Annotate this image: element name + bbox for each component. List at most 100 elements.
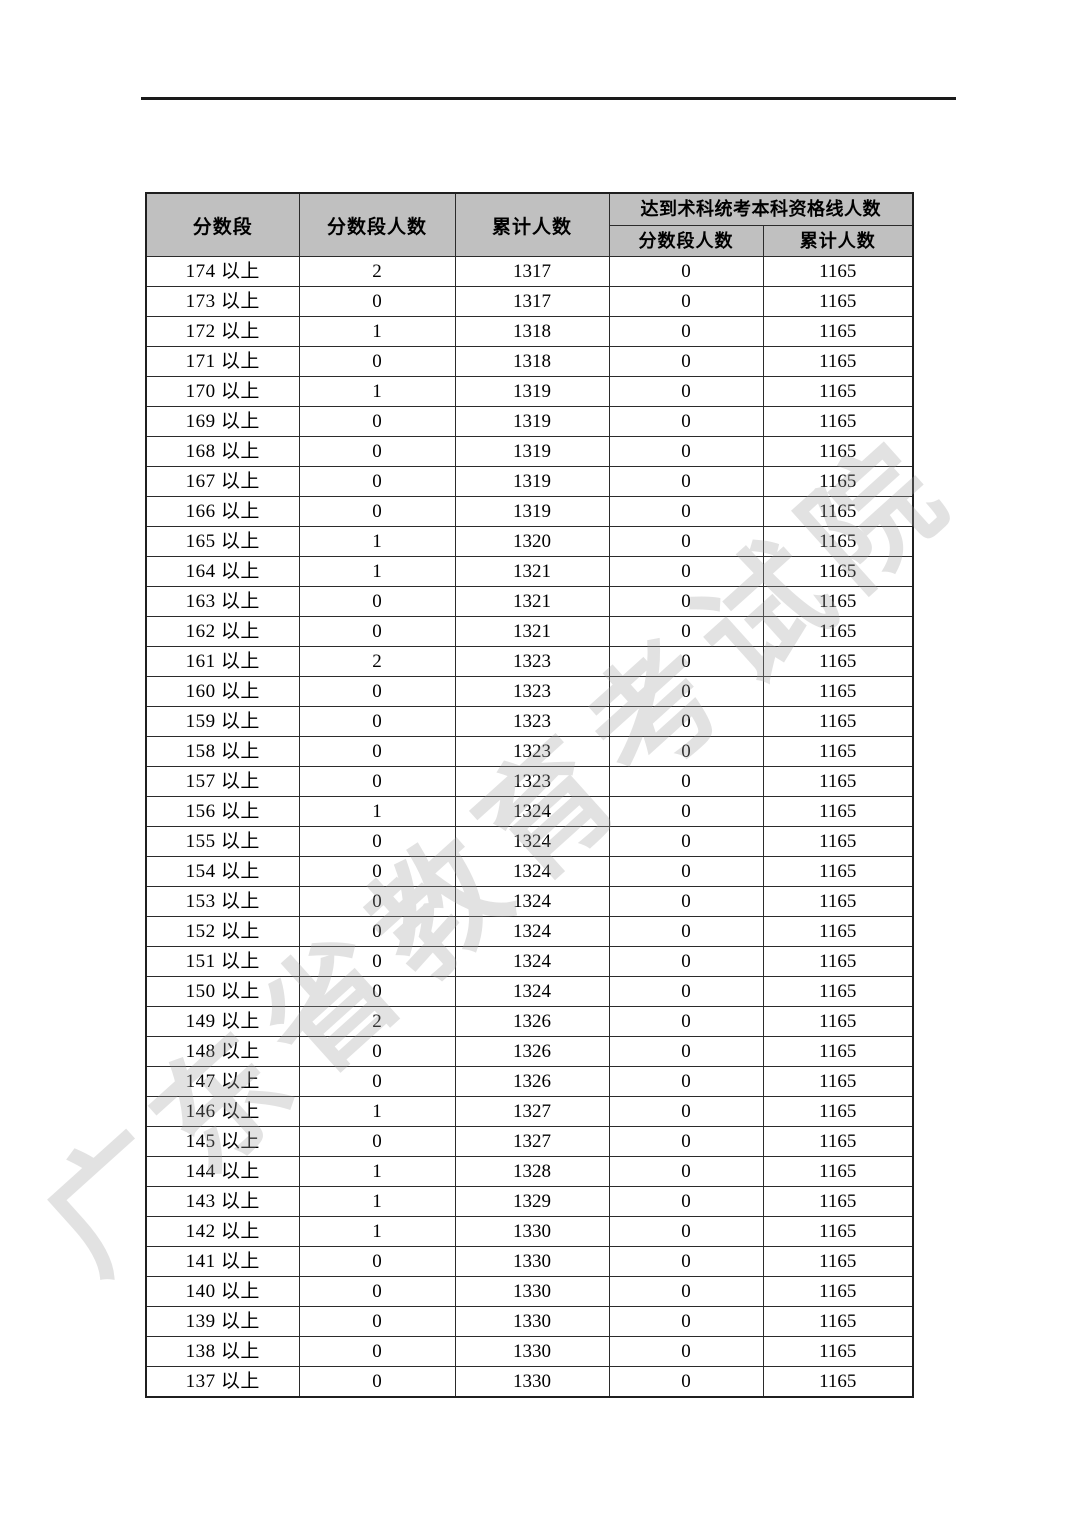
column-header-qualified-band-count: 分数段人数: [608, 225, 764, 257]
table-row: 143 以上 1 1329 0 1165: [145, 1186, 914, 1217]
cell-cumulative: 1330: [454, 1216, 610, 1247]
cell-cumulative: 1330: [454, 1276, 610, 1307]
cell-band-count: 0: [298, 676, 456, 707]
table-row: 144 以上 1 1328 0 1165: [145, 1156, 914, 1187]
cell-qualified-band-count: 0: [608, 406, 764, 437]
cell-cumulative: 1326: [454, 1036, 610, 1067]
cell-cumulative: 1318: [454, 346, 610, 377]
table-row: 156 以上 1 1324 0 1165: [145, 796, 914, 827]
table-row: 166 以上 0 1319 0 1165: [145, 496, 914, 527]
cell-band: 164 以上: [145, 556, 300, 587]
cell-band: 141 以上: [145, 1246, 300, 1277]
table-row: 142 以上 1 1330 0 1165: [145, 1216, 914, 1247]
table-row: 165 以上 1 1320 0 1165: [145, 526, 914, 557]
cell-qualified-band-count: 0: [608, 586, 764, 617]
cell-cumulative: 1330: [454, 1336, 610, 1367]
table-row: 162 以上 0 1321 0 1165: [145, 616, 914, 647]
cell-cumulative: 1319: [454, 376, 610, 407]
cell-qualified-cumulative: 1165: [762, 1336, 914, 1367]
table-row: 171 以上 0 1318 0 1165: [145, 346, 914, 377]
cell-qualified-cumulative: 1165: [762, 856, 914, 887]
cell-cumulative: 1327: [454, 1126, 610, 1157]
cell-band-count: 0: [298, 886, 456, 917]
cell-band-count: 1: [298, 376, 456, 407]
cell-cumulative: 1317: [454, 256, 610, 287]
cell-band-count: 0: [298, 616, 456, 647]
cell-band: 137 以上: [145, 1366, 300, 1398]
table-row: 150 以上 0 1324 0 1165: [145, 976, 914, 1007]
cell-band: 170 以上: [145, 376, 300, 407]
table-row: 145 以上 0 1327 0 1165: [145, 1126, 914, 1157]
table-row: 169 以上 0 1319 0 1165: [145, 406, 914, 437]
cell-qualified-cumulative: 1165: [762, 466, 914, 497]
cell-qualified-cumulative: 1165: [762, 916, 914, 947]
table-row: 138 以上 0 1330 0 1165: [145, 1336, 914, 1367]
table-row: 137 以上 0 1330 0 1165: [145, 1366, 914, 1398]
cell-qualified-band-count: 0: [608, 1156, 764, 1187]
cell-band: 156 以上: [145, 796, 300, 827]
cell-band-count: 1: [298, 316, 456, 347]
table-row: 163 以上 0 1321 0 1165: [145, 586, 914, 617]
cell-qualified-cumulative: 1165: [762, 556, 914, 587]
cell-band: 142 以上: [145, 1216, 300, 1247]
column-header-band-count: 分数段人数: [298, 192, 456, 257]
cell-qualified-cumulative: 1165: [762, 1006, 914, 1037]
table-row: 164 以上 1 1321 0 1165: [145, 556, 914, 587]
cell-qualified-band-count: 0: [608, 436, 764, 467]
cell-band: 172 以上: [145, 316, 300, 347]
cell-band-count: 2: [298, 646, 456, 677]
cell-qualified-band-count: 0: [608, 1336, 764, 1367]
cell-cumulative: 1319: [454, 406, 610, 437]
cell-band-count: 0: [298, 466, 456, 497]
cell-cumulative: 1323: [454, 736, 610, 767]
score-distribution-table-container: 分数段 分数段人数 累计人数 达到术科统考本科资格线人数 分数段人数 累计人数 …: [145, 192, 914, 1398]
cell-qualified-cumulative: 1165: [762, 886, 914, 917]
cell-qualified-band-count: 0: [608, 976, 764, 1007]
cell-cumulative: 1323: [454, 676, 610, 707]
cell-qualified-cumulative: 1165: [762, 1186, 914, 1217]
cell-band: 146 以上: [145, 1096, 300, 1127]
cell-qualified-band-count: 0: [608, 1036, 764, 1067]
table-row: 167 以上 0 1319 0 1165: [145, 466, 914, 497]
table-row: 170 以上 1 1319 0 1165: [145, 376, 914, 407]
column-header-cumulative: 累计人数: [454, 192, 610, 257]
cell-band-count: 0: [298, 916, 456, 947]
cell-qualified-band-count: 0: [608, 466, 764, 497]
table-row: 174 以上 2 1317 0 1165: [145, 256, 914, 287]
table-row: 139 以上 0 1330 0 1165: [145, 1306, 914, 1337]
cell-cumulative: 1319: [454, 436, 610, 467]
cell-qualified-band-count: 0: [608, 1126, 764, 1157]
table-body: 174 以上 2 1317 0 1165 173 以上 0 1317 0 1165 172 以上 1 1…: [145, 256, 914, 1398]
cell-cumulative: 1326: [454, 1006, 610, 1037]
table-header: 分数段 分数段人数 累计人数 达到术科统考本科资格线人数 分数段人数 累计人数: [145, 192, 914, 257]
cell-cumulative: 1329: [454, 1186, 610, 1217]
cell-qualified-cumulative: 1165: [762, 766, 914, 797]
table-row: 146 以上 1 1327 0 1165: [145, 1096, 914, 1127]
cell-cumulative: 1319: [454, 466, 610, 497]
cell-qualified-band-count: 0: [608, 646, 764, 677]
cell-cumulative: 1317: [454, 286, 610, 317]
cell-qualified-band-count: 0: [608, 1186, 764, 1217]
cell-qualified-band-count: 0: [608, 796, 764, 827]
table-row: 168 以上 0 1319 0 1165: [145, 436, 914, 467]
cell-qualified-band-count: 0: [608, 1216, 764, 1247]
cell-band: 160 以上: [145, 676, 300, 707]
cell-qualified-band-count: 0: [608, 556, 764, 587]
cell-band-count: 0: [298, 1066, 456, 1097]
cell-band-count: 0: [298, 496, 456, 527]
cell-qualified-cumulative: 1165: [762, 256, 914, 287]
cell-band-count: 1: [298, 526, 456, 557]
cell-qualified-cumulative: 1165: [762, 946, 914, 977]
cell-band: 140 以上: [145, 1276, 300, 1307]
cell-band-count: 0: [298, 1126, 456, 1157]
cell-qualified-cumulative: 1165: [762, 376, 914, 407]
cell-qualified-cumulative: 1165: [762, 526, 914, 557]
cell-band: 162 以上: [145, 616, 300, 647]
table-header-row-2: 分数段人数 累计人数: [146, 225, 914, 257]
table-row: 141 以上 0 1330 0 1165: [145, 1246, 914, 1277]
cell-qualified-band-count: 0: [608, 1066, 764, 1097]
cell-cumulative: 1330: [454, 1306, 610, 1337]
cell-qualified-cumulative: 1165: [762, 1156, 914, 1187]
cell-qualified-band-count: 0: [608, 496, 764, 527]
cell-band: 171 以上: [145, 346, 300, 377]
